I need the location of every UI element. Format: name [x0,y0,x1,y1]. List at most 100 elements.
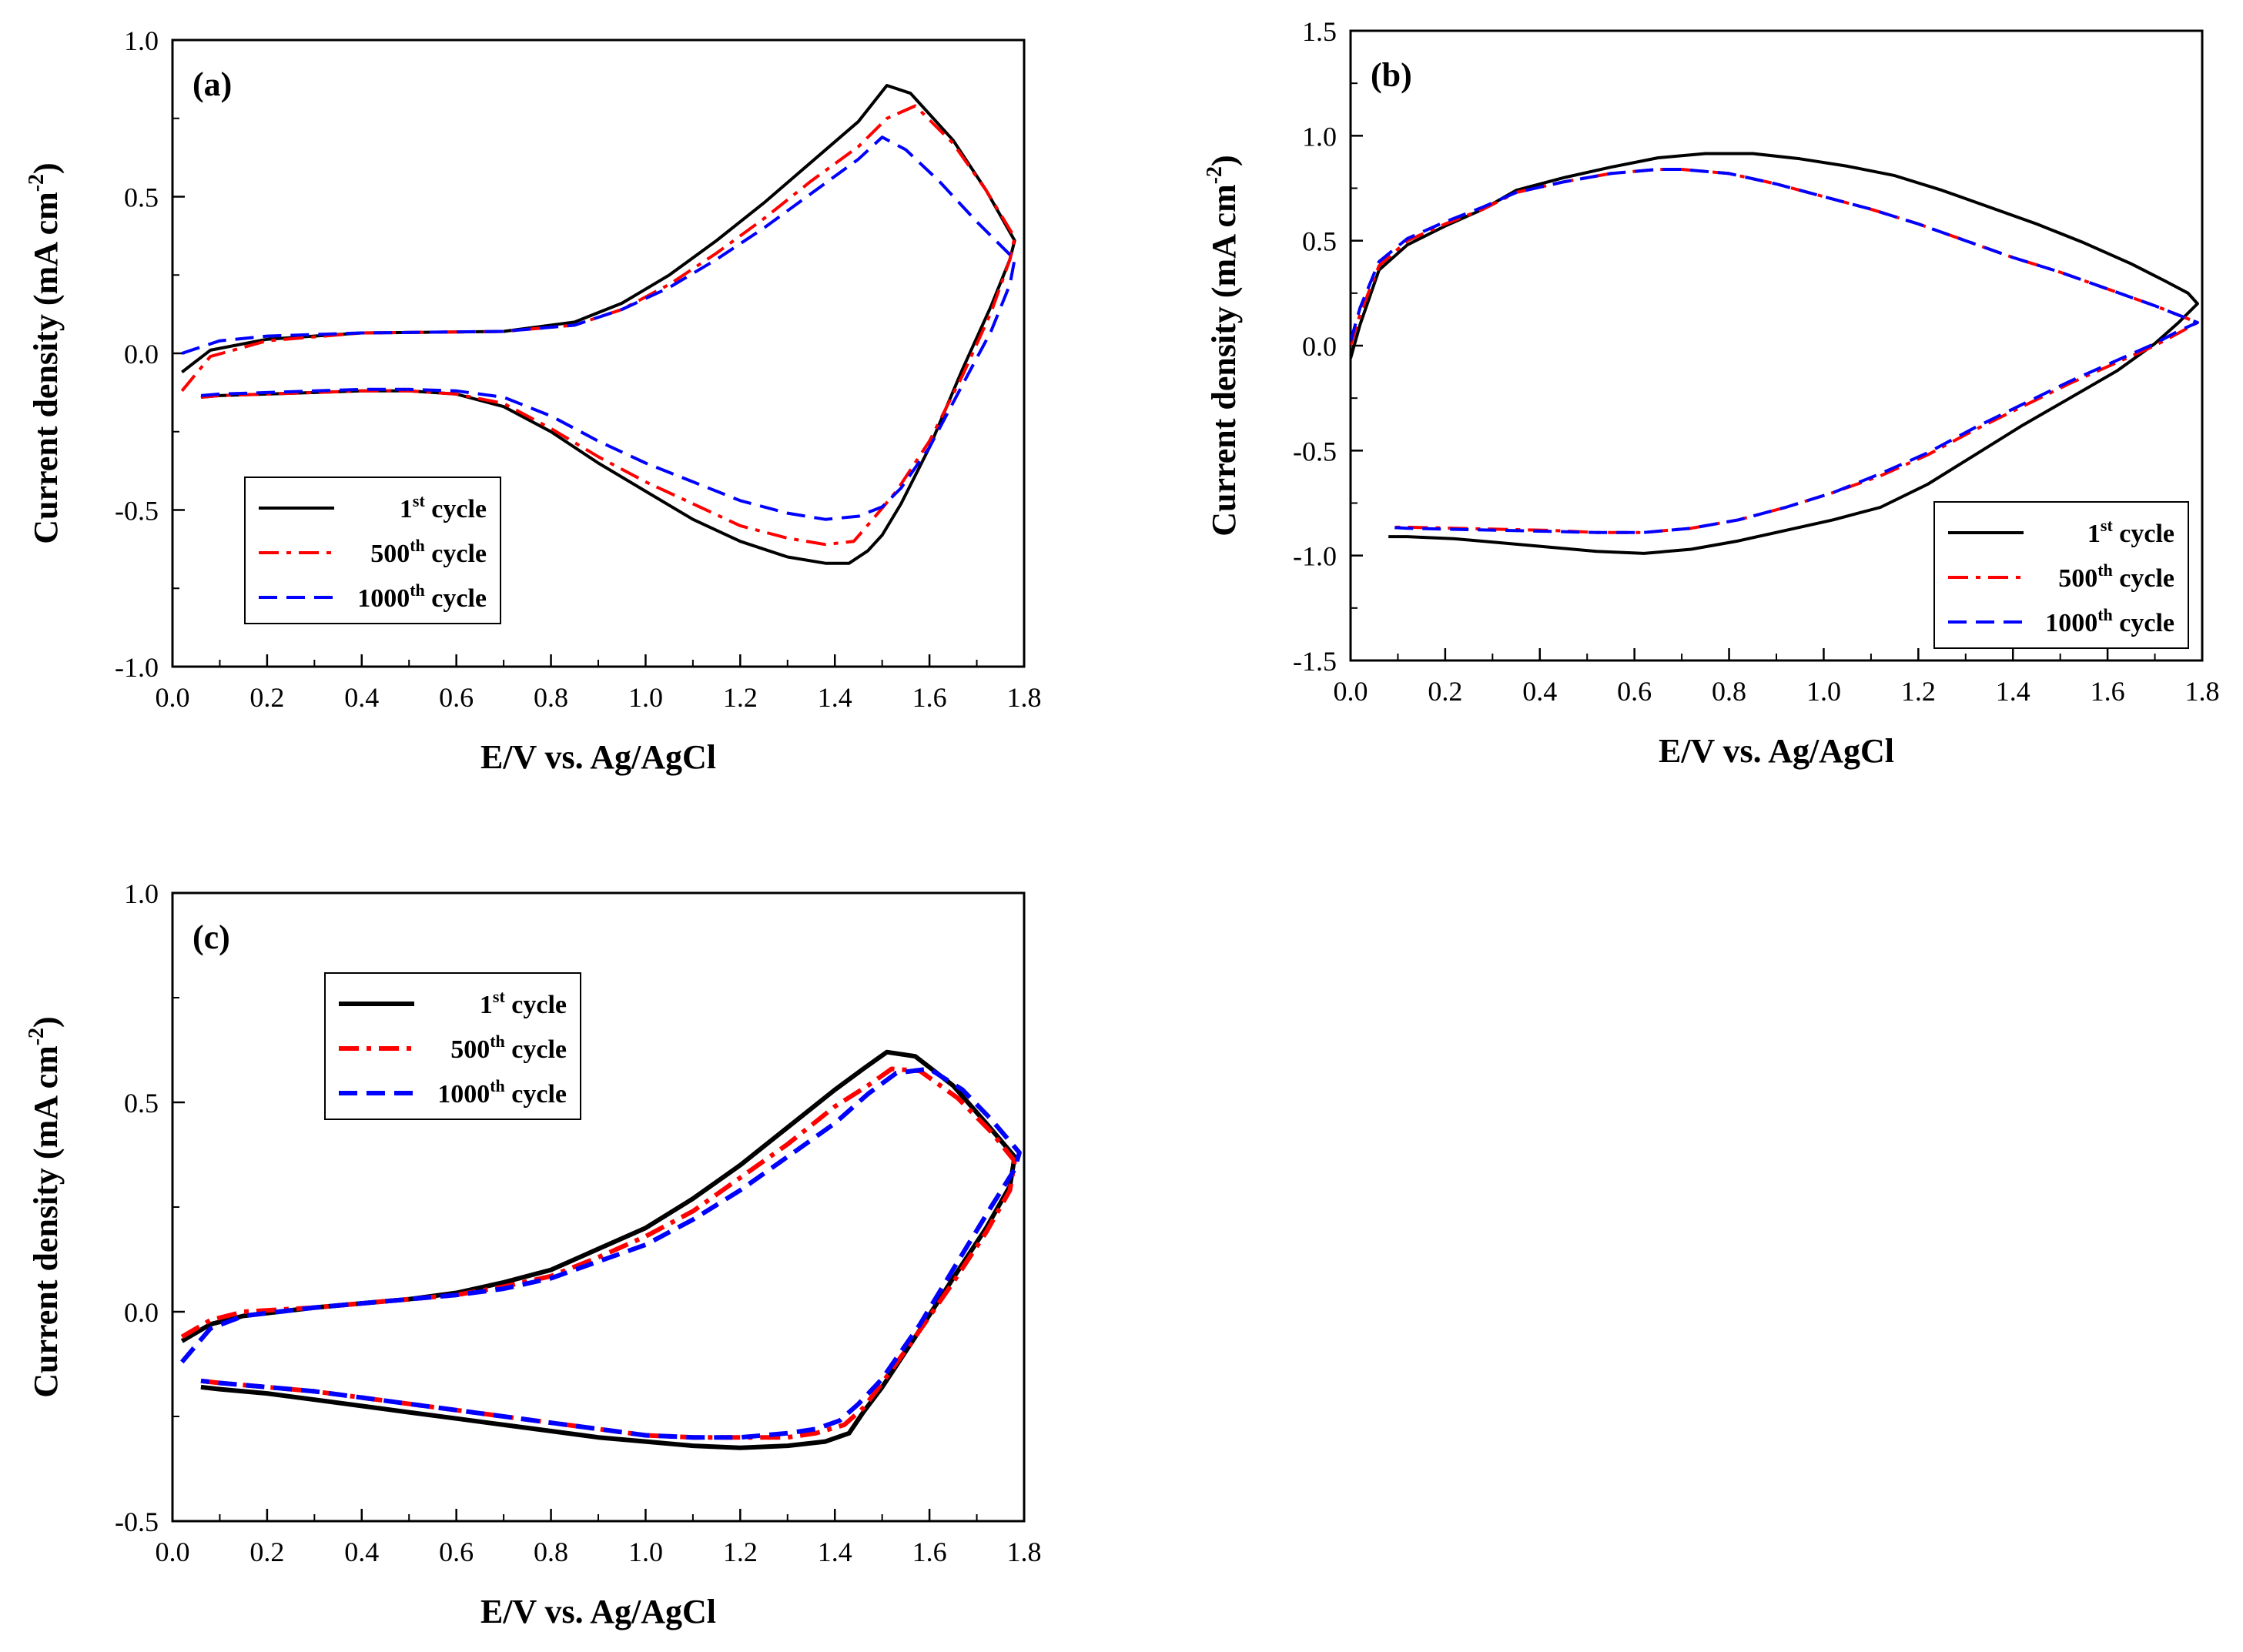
x-tick-label: 0.2 [249,682,284,713]
legend-entry-text: cycle [2113,609,2174,637]
legend-entry-text: cycle [505,991,567,1019]
y-tick-label: 0.5 [124,182,159,213]
y-tick-label: -1.0 [115,652,159,683]
y-axis-title: Current density (mA cm-2) [25,1016,65,1397]
legend-entry-number: 1000 [437,1080,490,1109]
legend-entry: 1000th cycle [437,1076,567,1109]
legend-entry-text: cycle [505,1035,567,1064]
x-tick-label: 1.8 [1007,1537,1042,1567]
panel-b: 0.0 0.2 0.4 0.6 0.8 1.0 1.2 1.4 1.6 1.8 -1.5 -1.0 -0… [1203,16,2220,770]
x-tick-label: 0.2 [1428,676,1462,707]
x-tick-label: 0.0 [156,682,190,713]
legend-entry-suffix: st [493,987,506,1006]
x-tick-label: 1.4 [818,1537,852,1567]
legend-entry-suffix: st [413,491,426,510]
legend-entry-suffix: th [2097,560,2113,580]
x-tick-label: 1.6 [2091,676,2125,707]
legend-entry-suffix: th [410,536,425,555]
legend-entry-suffix: th [490,1076,505,1095]
legend-entry: 1000th cycle [2045,605,2174,637]
x-tick-label: 0.4 [344,682,379,713]
legend-entry: 500th cycle [2058,560,2174,593]
legend-entry: 1st cycle [480,987,567,1019]
legend-entry-text: cycle [425,584,487,613]
series-line-1st-cycle [1351,152,2199,555]
y-tick-label: 1.0 [1302,121,1337,152]
x-tick-label: 0.8 [534,1537,568,1567]
y-axis-title-main: Current density (mA cm [27,192,65,543]
x-tick-label: 0.2 [249,1537,284,1567]
y-axis-title-close: ) [1205,155,1243,166]
x-tick-label: 0.8 [534,682,568,713]
x-tick-label: 1.6 [912,1537,947,1567]
x-tick-label: 1.8 [1007,682,1042,713]
legend-entry-text: cycle [425,495,487,523]
x-axis-title: E/V vs. Ag/AgCl [1659,732,1894,770]
y-tick-label: -1.5 [1293,646,1337,677]
y-tick-label: 1.5 [1302,16,1337,47]
legend-entry: 1000th cycle [357,580,487,613]
legend-entry: 1st cycle [2087,516,2174,548]
legend-entry-number: 1000 [357,584,410,613]
x-tick-label: 1.2 [1901,676,1936,707]
y-tick-label: -0.5 [115,496,159,527]
y-tick-label: 0.0 [124,1297,159,1328]
y-tick-label: 1.0 [124,878,159,909]
legend-entry-text: cycle [2113,520,2174,548]
y-axis-title-close: ) [27,162,65,174]
y-tick-label: 0.0 [124,339,159,370]
x-tick-label: 1.0 [628,1537,663,1567]
legend-entry-number: 1 [400,495,413,523]
x-tick-label: 1.2 [723,1537,758,1567]
legend-entry-text: cycle [425,540,487,568]
x-tick-label: 1.0 [628,682,663,713]
x-axis-title: E/V vs. Ag/AgCl [480,1593,716,1630]
y-axis-title-main: Current density (mA cm [1205,184,1243,536]
legend-entry-number: 500 [2058,564,2097,593]
x-axis-title: E/V vs. Ag/AgCl [480,738,716,776]
panel-label: (c) [192,918,230,956]
series-line-1000th-cycle [180,1066,1022,1440]
x-tick-label: 1.2 [723,682,758,713]
legend-entry-number: 1000 [2045,609,2097,637]
y-tick-label: -0.5 [1293,436,1337,467]
series-line-500th-cycle [1351,168,2199,534]
panel-a: 0.0 0.2 0.4 0.6 0.8 1.0 1.2 1.4 1.6 1.8 -1.0 -0.5 0.… [25,25,1042,776]
y-tick-label: -1.0 [1293,541,1337,572]
x-tick-label: 1.4 [818,682,852,713]
x-tick-label: 0.8 [1712,676,1746,707]
y-tick-label: 0.5 [1302,226,1337,257]
x-tick-label: 1.6 [912,682,947,713]
legend-entry-text: cycle [2113,564,2174,593]
legend-entry-suffix: st [2101,516,2114,535]
y-axis-title-sup: -2 [25,1028,49,1045]
legend-entry: 1st cycle [400,491,487,523]
x-tick-label: 0.0 [156,1537,190,1567]
x-tick-label: 0.6 [439,1537,474,1567]
y-axis-title: Current density (mA cm-2) [25,162,65,543]
y-tick-label: 1.0 [124,25,159,56]
x-tick-label: 1.8 [2185,676,2220,707]
series-line-500th-cycle [180,1066,1017,1440]
x-tick-label: 1.4 [1996,676,2030,707]
legend-entry-text: cycle [505,1080,567,1109]
y-axis-title-main: Current density (mA cm [27,1045,65,1397]
legend-entry-number: 1 [2087,520,2101,548]
legend-entry-suffix: th [410,580,425,600]
plot-frame [171,891,1026,1523]
legend-entry-suffix: th [2097,605,2113,624]
y-axis-title: Current density (mA cm-2) [1203,155,1243,536]
series-line-1000th-cycle [1351,168,2199,534]
y-tick-label: 0.0 [1302,331,1337,362]
legend-entry: 500th cycle [370,536,487,568]
legend-entry-suffix: th [490,1032,505,1051]
x-tick-label: 1.0 [1806,676,1841,707]
legend-entry-number: 500 [450,1035,490,1064]
x-tick-label: 0.6 [1617,676,1652,707]
legend-box [1933,501,2189,649]
x-tick-label: 0.4 [344,1537,379,1567]
y-tick-label: 0.5 [124,1088,159,1119]
